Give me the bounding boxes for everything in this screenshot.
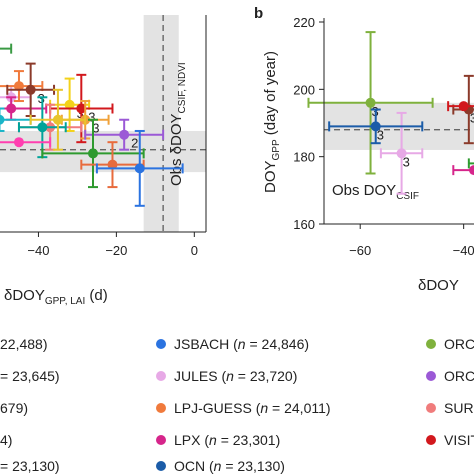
legend-marker	[156, 435, 166, 445]
data-point-visit	[447, 101, 474, 112]
data-point-ibis	[29, 88, 87, 151]
legend-col1-entry: 22,488)	[0, 336, 47, 352]
legend: 22,488) = 23,645) 679) 4) = 23,130) JSBACH (n…	[0, 336, 474, 474]
data-point-jsbach	[95, 129, 184, 207]
legend-entry-lpx: LPX (n = 23,301)	[156, 432, 280, 448]
point-marker	[469, 165, 474, 176]
x-axis-title: δDOYGPP, LAI (d)	[4, 287, 108, 307]
legend-marker	[426, 435, 436, 445]
legend-marker	[426, 339, 436, 349]
legend-label: SURI	[444, 400, 474, 416]
point-marker	[119, 129, 130, 140]
point-label: 3	[470, 111, 474, 126]
legend-entry-col3: VISIT	[426, 432, 474, 448]
data-point-classic: 3	[307, 31, 434, 175]
legend-col1-entry: 4)	[0, 432, 12, 448]
data-point-orchidee-v3: 2	[84, 118, 165, 151]
point-marker	[76, 103, 87, 114]
point-marker	[134, 163, 145, 174]
legend-label: ORC	[444, 336, 474, 352]
legend-entry-col3: ORC	[426, 336, 474, 352]
legend-marker	[156, 461, 166, 471]
legend-col1-entry: = 23,645)	[0, 368, 60, 384]
legend-marker	[426, 403, 436, 413]
y-tick-label: 180	[293, 150, 315, 165]
point-marker	[107, 159, 118, 170]
point-marker	[64, 99, 75, 110]
point-marker	[37, 122, 48, 133]
obs-band-label: Obs DOYCSIF	[332, 182, 419, 202]
legend-col1-entry: 679)	[0, 400, 28, 416]
point-marker	[396, 148, 407, 159]
legend-entry-jules: JULES (n = 23,720)	[156, 368, 297, 384]
data-point-lpj	[80, 141, 145, 189]
x-tick-label: −20	[105, 243, 127, 258]
legend-label: LPX (n = 23,301)	[174, 432, 280, 448]
legend-entry-jsbach: JSBACH (n = 24,846)	[156, 336, 309, 352]
data-point-orchidee	[467, 158, 474, 169]
legend-marker	[156, 371, 166, 381]
point-label: 3	[88, 110, 95, 125]
point-marker	[6, 103, 17, 114]
legend-label: ORC	[444, 368, 474, 384]
data-point-mix	[0, 137, 52, 148]
point-marker	[458, 101, 469, 112]
legend-label: VISIT	[444, 432, 474, 448]
legend-marker	[426, 371, 436, 381]
x-tick-label: −40	[27, 243, 49, 258]
legend-label: JSBACH (n = 24,846)	[174, 336, 309, 352]
legend-label: JULES (n = 23,720)	[174, 368, 297, 384]
point-marker	[0, 114, 5, 125]
legend-label: LPJ-GUESS (n = 24,011)	[174, 400, 331, 416]
panel-label-b: b	[254, 5, 263, 22]
legend-marker	[156, 339, 166, 349]
y-tick-label: 220	[293, 15, 315, 30]
point-marker	[25, 84, 36, 95]
legend-marker	[156, 403, 166, 413]
point-label: 3	[92, 121, 99, 136]
y-axis-title: DOYGPP (day of year)	[262, 51, 282, 193]
point-marker	[52, 114, 63, 125]
legend-entry-col3: SURI	[426, 400, 474, 416]
x-tick-label: 0	[191, 243, 198, 258]
x-tick-label: −40	[453, 243, 474, 258]
data-point-lpx	[452, 165, 474, 176]
data-point-orchidee	[41, 118, 145, 189]
point-marker	[13, 81, 24, 92]
legend-entry-col3: ORC	[426, 368, 474, 384]
point-marker	[13, 137, 24, 148]
point-marker	[88, 148, 98, 159]
legend-label: OCN (n = 23,130)	[174, 458, 285, 474]
obs-vertical-band	[143, 15, 179, 232]
point-label: 3	[403, 154, 410, 169]
point-marker	[370, 121, 381, 132]
data-point-classic	[0, 43, 13, 54]
data-point-ocn: 3	[328, 108, 424, 145]
point-label: 2	[131, 136, 138, 151]
point-marker	[365, 97, 376, 108]
point-label: 3	[38, 91, 45, 106]
y-tick-label: 200	[293, 82, 315, 97]
legend-entry-ocn: OCN (n = 23,130)	[156, 458, 285, 474]
x-tick-label: −60	[349, 243, 371, 258]
point-label: 3	[377, 127, 384, 142]
x-axis-title: δDOY	[418, 277, 459, 294]
y-tick-label: 160	[293, 217, 315, 232]
legend-col1-entry: = 23,130)	[0, 458, 60, 474]
data-point-isba-ctrip: 3	[6, 62, 56, 117]
legend-entry-lpj-guess: LPJ-GUESS (n = 24,011)	[156, 400, 331, 416]
